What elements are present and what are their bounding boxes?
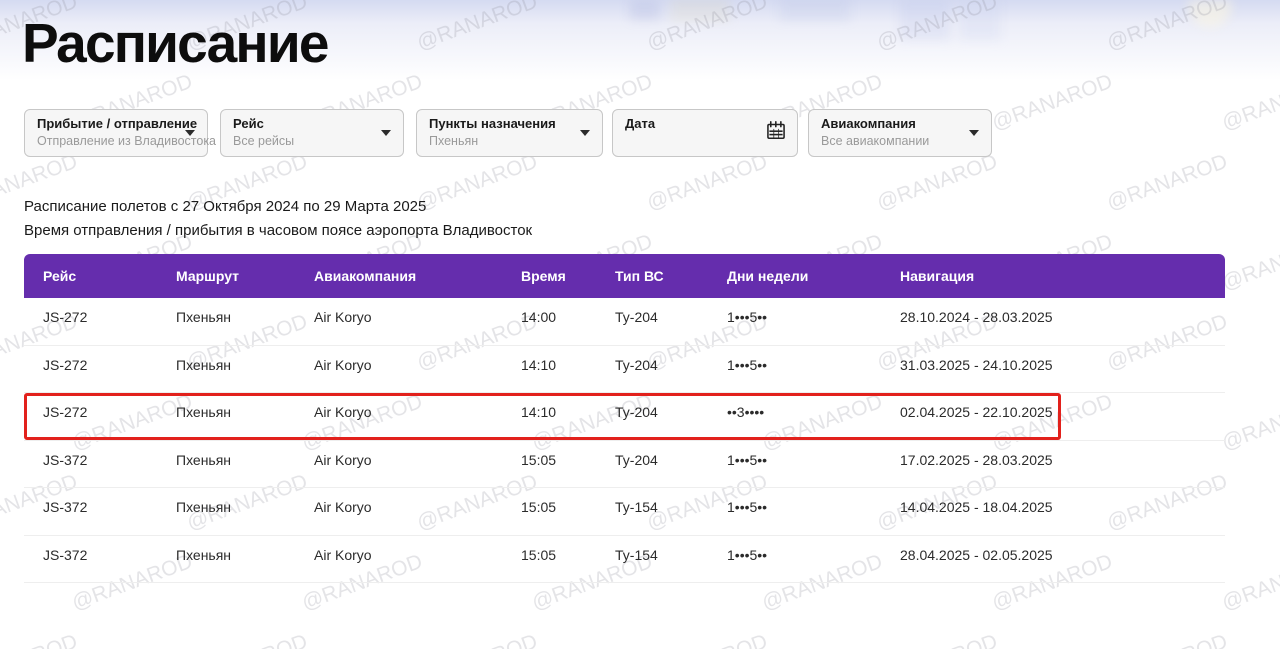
svg-text:@RANAROD: @RANAROD <box>874 150 1001 215</box>
svg-text:@RANAROD: @RANAROD <box>0 630 80 649</box>
svg-text:@RANAROD: @RANAROD <box>1219 390 1280 455</box>
svg-text:@RANAROD: @RANAROD <box>644 630 771 649</box>
svg-text:@RANAROD: @RANAROD <box>1219 230 1280 295</box>
svg-text:@RANAROD: @RANAROD <box>644 150 771 215</box>
svg-text:@RANAROD: @RANAROD <box>414 630 541 649</box>
svg-text:@RANAROD: @RANAROD <box>184 630 311 649</box>
svg-text:@RANAROD: @RANAROD <box>1104 630 1231 649</box>
svg-text:@RANAROD: @RANAROD <box>874 630 1001 649</box>
svg-text:@RANAROD: @RANAROD <box>414 150 541 215</box>
svg-text:@RANAROD: @RANAROD <box>1104 150 1231 215</box>
svg-text:@RANAROD: @RANAROD <box>1219 550 1280 615</box>
